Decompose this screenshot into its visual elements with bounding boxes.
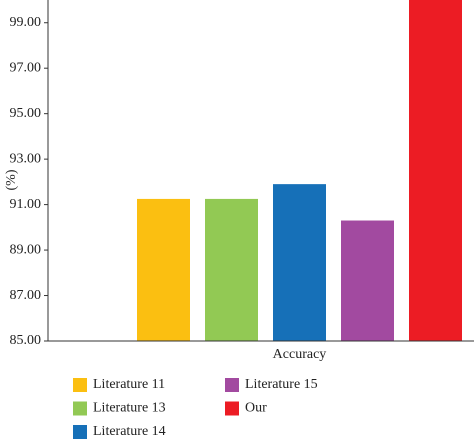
- legend-swatch: [73, 425, 87, 439]
- y-tick-label: 93.00: [10, 151, 42, 166]
- y-tick-label: 95.00: [10, 106, 42, 121]
- y-tick-label: 89.00: [10, 242, 42, 257]
- y-axis-label: (%): [4, 169, 19, 190]
- legend-swatch: [225, 378, 239, 392]
- y-tick-label: 97.00: [10, 60, 42, 75]
- bar: [137, 198, 190, 341]
- x-tick-label: Accuracy: [273, 347, 327, 362]
- bar: [409, 0, 462, 341]
- legend-swatch: [225, 401, 239, 416]
- legend-label: Literature 15: [245, 377, 318, 392]
- bar: [205, 198, 258, 341]
- legend-label: Literature 11: [93, 377, 165, 392]
- y-tick-label: 99.00: [10, 15, 42, 30]
- bar: [341, 220, 394, 341]
- y-tick-label: 85.00: [10, 333, 42, 348]
- legend-swatch: [73, 401, 87, 416]
- y-tick-label: 87.00: [10, 288, 42, 303]
- legend-label: Literature 14: [93, 424, 166, 439]
- legend-label: Literature 13: [93, 401, 166, 416]
- legend-swatch: [73, 378, 87, 392]
- bar: [273, 184, 326, 341]
- y-tick-label: 91.00: [10, 197, 42, 212]
- legend-label: Our: [245, 401, 267, 416]
